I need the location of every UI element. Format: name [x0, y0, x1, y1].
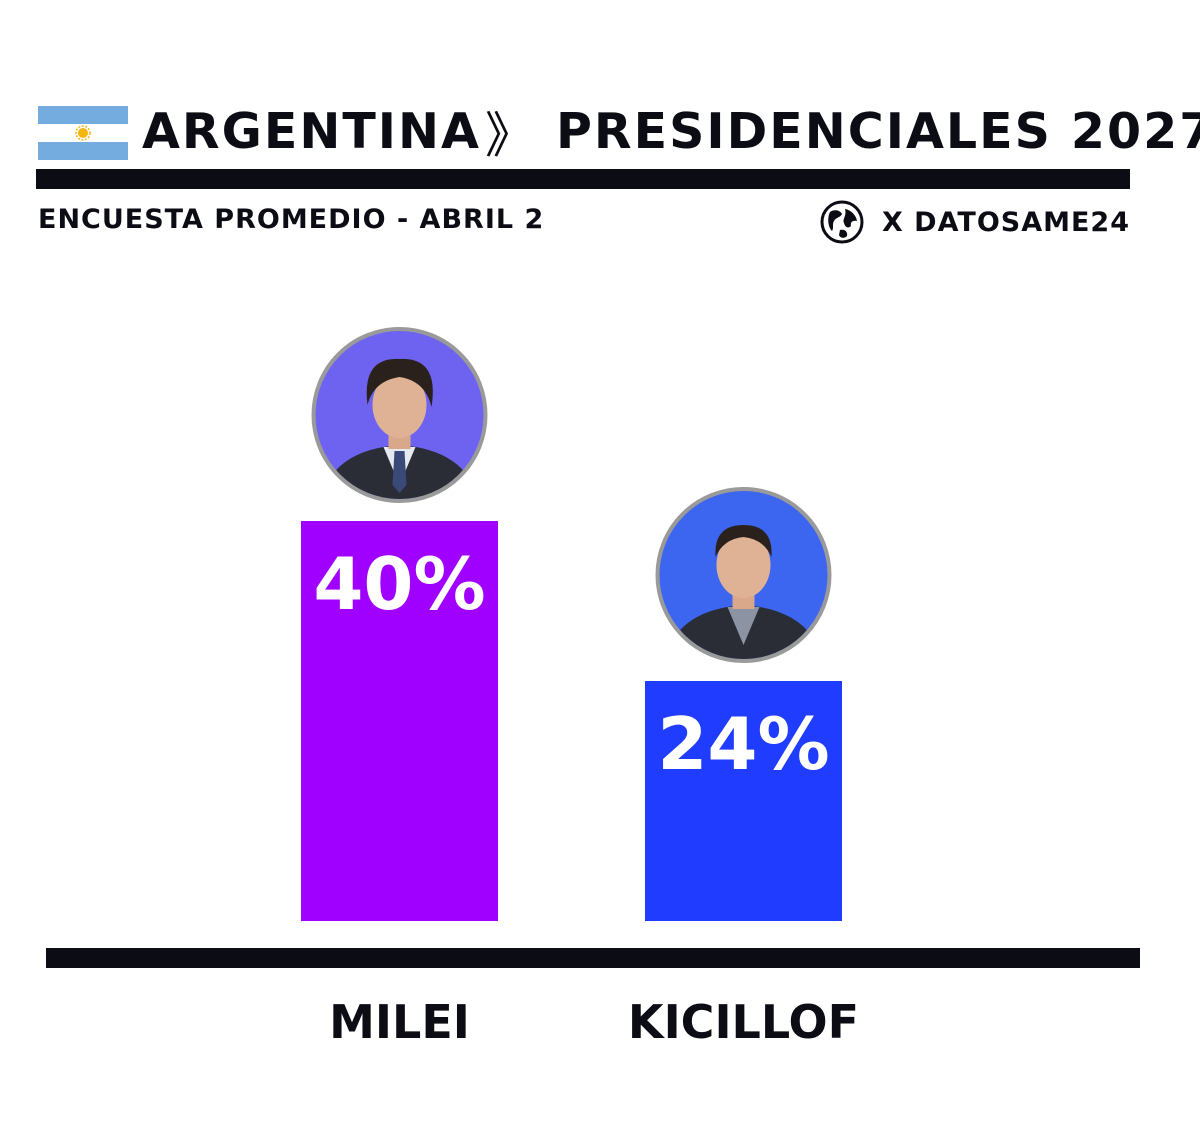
title-country: ARGENTINA — [142, 102, 481, 160]
bar-kicillof — [645, 681, 842, 921]
bar-milei — [301, 521, 498, 921]
subtitle: ENCUESTA PROMEDIO - ABRIL 2 — [38, 204, 545, 235]
page-title: ARGENTINA 》 PRESIDENCIALES 2027 — [142, 98, 1200, 164]
chart-baseline — [46, 948, 1140, 968]
value-label-kicillof: 24% — [657, 702, 829, 786]
title-separator: 》 — [484, 106, 536, 164]
category-label-kicillof: KICILLOF — [628, 995, 859, 1049]
argentina-flag-icon — [38, 106, 128, 160]
globe-icon — [820, 200, 864, 244]
avatar-kicillof — [655, 487, 832, 663]
avatar-milei — [311, 327, 488, 503]
title-election: PRESIDENCIALES 2027 — [555, 102, 1200, 160]
source-handle: X DATOSAME24 — [881, 206, 1130, 238]
category-label-milei: MILEI — [329, 995, 470, 1049]
header-divider — [36, 169, 1130, 189]
value-label-milei: 40% — [313, 542, 485, 626]
source-credit: X DATOSAME24 — [820, 200, 1130, 244]
